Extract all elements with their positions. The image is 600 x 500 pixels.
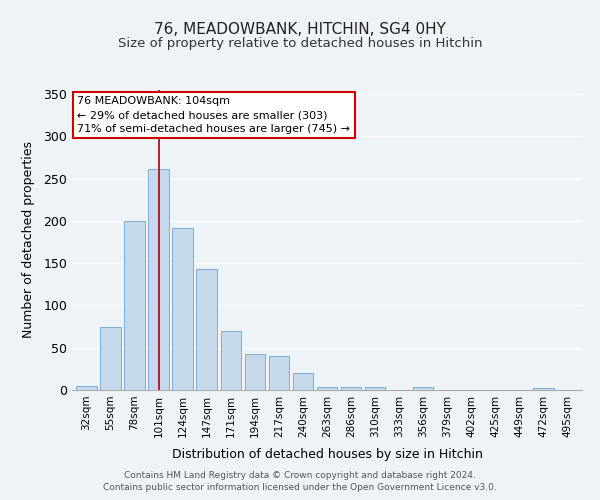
Bar: [221, 331, 241, 390]
Text: Size of property relative to detached houses in Hitchin: Size of property relative to detached ho…: [118, 38, 482, 51]
X-axis label: Distribution of detached houses by size in Hitchin: Distribution of detached houses by size …: [172, 448, 482, 461]
Bar: [317, 388, 337, 390]
Bar: [533, 388, 554, 390]
Bar: [341, 388, 361, 390]
Bar: [245, 354, 265, 390]
Text: 76, MEADOWBANK, HITCHIN, SG4 0HY: 76, MEADOWBANK, HITCHIN, SG4 0HY: [154, 22, 446, 38]
Bar: [365, 386, 385, 390]
Bar: [196, 269, 217, 390]
Bar: [413, 388, 433, 390]
Y-axis label: Number of detached properties: Number of detached properties: [22, 142, 35, 338]
Bar: [124, 221, 145, 390]
Text: 76 MEADOWBANK: 104sqm
← 29% of detached houses are smaller (303)
71% of semi-det: 76 MEADOWBANK: 104sqm ← 29% of detached …: [77, 96, 350, 134]
Bar: [76, 386, 97, 390]
Bar: [100, 326, 121, 390]
Text: Contains HM Land Registry data © Crown copyright and database right 2024.: Contains HM Land Registry data © Crown c…: [124, 471, 476, 480]
Text: Contains public sector information licensed under the Open Government Licence v3: Contains public sector information licen…: [103, 484, 497, 492]
Bar: [148, 168, 169, 390]
Bar: [293, 373, 313, 390]
Bar: [172, 228, 193, 390]
Bar: [269, 356, 289, 390]
